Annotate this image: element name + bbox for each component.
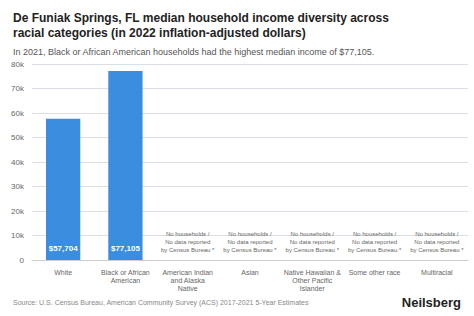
svg-text:40k: 40k	[11, 158, 25, 167]
svg-text:Multiracial: Multiracial	[421, 269, 453, 276]
svg-text:Native Hawaiian &: Native Hawaiian &	[284, 269, 342, 276]
svg-text:No data reported: No data reported	[165, 239, 210, 245]
svg-text:Some other race: Some other race	[349, 269, 401, 276]
svg-text:American: American	[111, 277, 141, 284]
svg-text:by Census Bureau *: by Census Bureau *	[286, 247, 340, 253]
svg-text:Asian: Asian	[241, 269, 259, 276]
svg-text:50k: 50k	[11, 133, 25, 142]
svg-text:No data reported: No data reported	[290, 239, 335, 245]
svg-text:In 2021, Black or African Amer: In 2021, Black or African American house…	[13, 47, 374, 57]
svg-text:by Census Bureau *: by Census Bureau *	[223, 247, 277, 253]
svg-text:$57,704: $57,704	[49, 244, 78, 253]
svg-text:No data reported: No data reported	[352, 239, 397, 245]
svg-text:No households /: No households /	[166, 231, 210, 237]
svg-text:by Census Bureau *: by Census Bureau *	[161, 247, 215, 253]
svg-text:by Census Bureau *: by Census Bureau *	[410, 247, 464, 253]
svg-text:No households /: No households /	[353, 231, 397, 237]
svg-text:Neilsberg: Neilsberg	[402, 295, 461, 310]
svg-text:10k: 10k	[11, 231, 25, 240]
svg-text:Islander: Islander	[300, 285, 326, 292]
svg-text:Native: Native	[178, 285, 198, 292]
svg-text:racial categories (in 2022 inf: racial categories (in 2022 inflation-adj…	[13, 26, 306, 40]
svg-text:30k: 30k	[11, 182, 25, 191]
svg-text:No households /: No households /	[228, 231, 272, 237]
svg-text:$77,105: $77,105	[111, 244, 140, 253]
svg-text:Source: U.S. Census Bureau, Am: Source: U.S. Census Bureau, American Com…	[13, 299, 309, 307]
svg-text:No data reported: No data reported	[414, 239, 459, 245]
svg-text:White: White	[54, 269, 72, 276]
svg-text:60k: 60k	[11, 109, 25, 118]
svg-text:Black or African: Black or African	[101, 269, 150, 276]
svg-text:0: 0	[20, 256, 25, 265]
svg-text:No households /: No households /	[291, 231, 335, 237]
svg-text:No data reported: No data reported	[227, 239, 272, 245]
svg-text:by Census Bureau *: by Census Bureau *	[348, 247, 402, 253]
svg-text:and Alaska: and Alaska	[171, 277, 205, 284]
svg-text:American Indian: American Indian	[162, 269, 213, 276]
svg-text:70k: 70k	[11, 84, 25, 93]
svg-text:20k: 20k	[11, 207, 25, 216]
svg-text:No households /: No households /	[415, 231, 459, 237]
svg-text:Other Pacific: Other Pacific	[292, 277, 333, 284]
svg-text:80k: 80k	[11, 60, 25, 69]
svg-text:De Funiak Springs, FL median h: De Funiak Springs, FL median household i…	[13, 11, 389, 25]
